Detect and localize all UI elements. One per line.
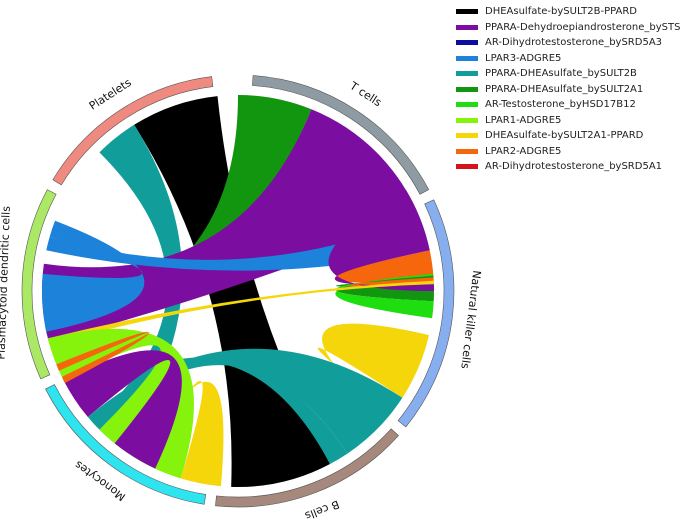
legend-item-lpar1-adgre5: LPAR1-ADGRE5 <box>456 113 680 129</box>
legend-swatch <box>456 40 478 46</box>
group-label-b-cells: B cells <box>303 497 341 522</box>
legend-label: DHEAsulfate-bySULT2B-PPARD <box>485 6 638 18</box>
legend-swatch <box>456 102 478 108</box>
group-label-plasmacytoid-dendritic-cells: Plasmacytoid dendritic cells <box>0 206 13 360</box>
ribbon-plasmacytoid-dendritic-cells-to-plasmacytoid-dendritic-cells <box>56 331 150 384</box>
legend-item-ppara-dheasulfate-bysult2b: PPARA-DHEAsulfate_bySULT2B <box>456 66 680 82</box>
legend-label: LPAR3-ADGRE5 <box>485 52 562 64</box>
legend-item-ppara-dheasulfate-bysult2a1: PPARA-DHEAsulfate_bySULT2A1 <box>456 82 680 98</box>
ribbon-natural-killer-cells-to-natural-killer-cells <box>317 323 429 417</box>
ribbon-b-cells-to-monocytes <box>140 380 224 487</box>
legend-item-dheasulfate-bysult2a1-ppard: DHEAsulfate-bySULT2A1-PPARD <box>456 128 680 144</box>
legend-swatch <box>456 86 478 92</box>
legend-item-ppara-dehydroepiandrosterone-bysts: PPARA-Dehydroepiandrosterone_bySTS <box>456 20 680 36</box>
legend-swatch <box>456 164 478 170</box>
ribbon-natural-killer-cells-to-natural-killer-cells <box>335 273 434 319</box>
legend-swatch <box>456 133 478 139</box>
legend-item-ar-dihydrotestosterone-bysrd5a1: AR-Dihydrotestosterone_bySRD5A1 <box>456 159 680 175</box>
legend-label: LPAR2-ADGRE5 <box>485 145 562 157</box>
group-arc-t-cells <box>252 75 430 195</box>
ribbon-layer <box>41 95 435 488</box>
group-arc-platelets <box>52 76 214 186</box>
legend-item-ar-testosterone-byhsd17b12: AR-Testosterone_byHSD17B12 <box>456 97 680 113</box>
legend-item-dheasulfate-bysult2b-ppard: DHEAsulfate-bySULT2B-PPARD <box>456 4 680 20</box>
ribbon-natural-killer-cells-to-natural-killer-cells <box>328 190 434 291</box>
legend-swatch <box>456 117 478 123</box>
ribbon-b-cells-to-monocytes <box>77 357 348 465</box>
legend-swatch <box>456 55 478 61</box>
legend-item-ar-dihydrotestosterone-bysrd5a3: AR-Dihydrotestosterone_bySRD5A3 <box>456 35 680 51</box>
legend-label: AR-Dihydrotestosterone_bySRD5A1 <box>485 161 663 173</box>
legend: DHEAsulfate-bySULT2B-PPARD PPARA-Dehydroe… <box>456 4 680 175</box>
legend-swatch <box>456 148 478 154</box>
ribbon-t-cells-to-plasmacytoid-dendritic-cells <box>44 95 312 336</box>
legend-item-lpar2-adgre5: LPAR2-ADGRE5 <box>456 144 680 160</box>
ribbon-plasmacytoid-dendritic-cells-to-plasmacytoid-dendritic-cells <box>42 220 145 332</box>
group-label-natural-killer-cells: Natural killer cells <box>458 270 483 370</box>
legend-swatch <box>456 71 478 77</box>
legend-label: LPAR1-ADGRE5 <box>485 114 562 126</box>
group-arc-plasmacytoid-dendritic-cells <box>21 189 57 380</box>
legend-label: PPARA-Dehydroepiandrosterone_bySTS <box>485 21 681 33</box>
legend-swatch <box>456 9 478 15</box>
group-arc-b-cells <box>215 428 399 508</box>
legend-label: PPARA-DHEAsulfate_bySULT2A1 <box>485 83 644 95</box>
group-label-t-cells: T cells <box>347 79 384 110</box>
legend-swatch <box>456 24 478 30</box>
legend-label: DHEAsulfate-bySULT2A1-PPARD <box>485 130 644 142</box>
ribbon-monocytes-to-monocytes <box>63 350 182 469</box>
legend-label: AR-Dihydrotestosterone_bySRD5A3 <box>485 37 663 49</box>
legend-label: PPARA-DHEAsulfate_bySULT2B <box>485 68 637 80</box>
legend-item-lpar3-adgre5: LPAR3-ADGRE5 <box>456 51 680 67</box>
group-arc-layer <box>21 75 455 508</box>
legend-label: AR-Testosterone_byHSD17B12 <box>485 99 636 111</box>
group-arc-monocytes <box>45 384 207 505</box>
group-arc-natural-killer-cells <box>397 199 455 428</box>
